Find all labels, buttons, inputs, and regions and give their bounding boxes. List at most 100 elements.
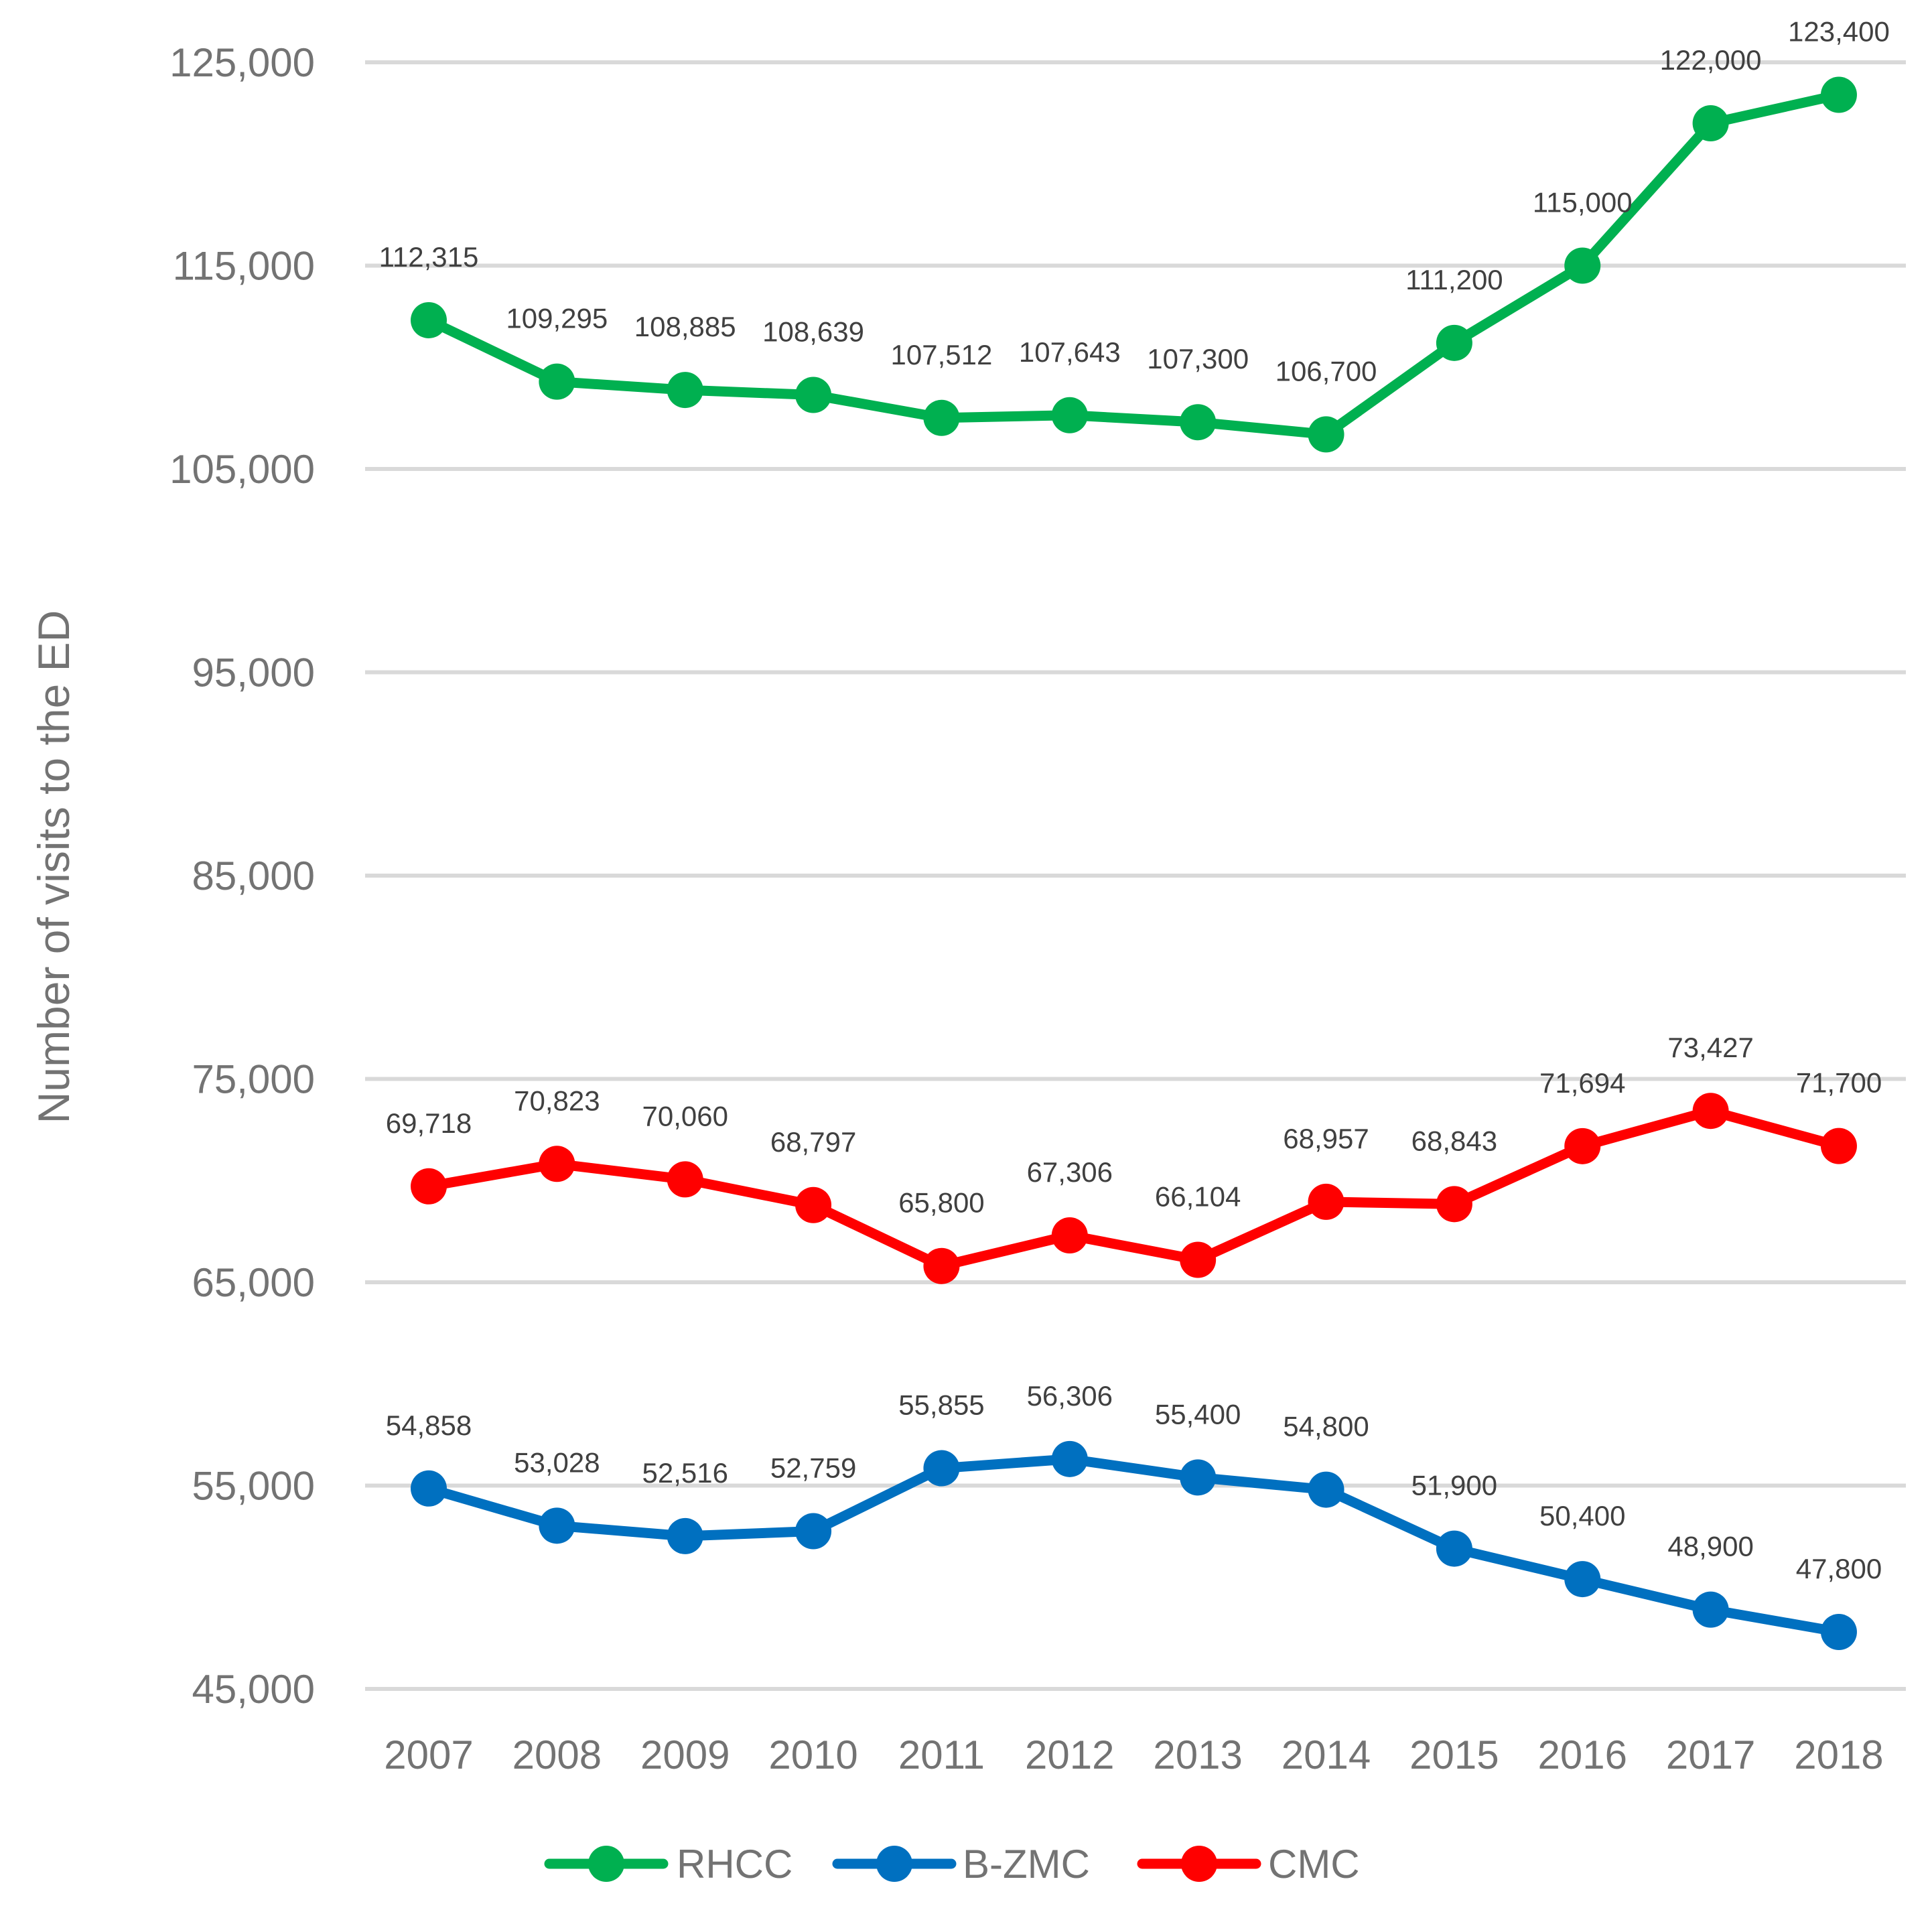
y-axis-ticks: 45,000 55,000 65,000 75,000 85,000 95,000 105,…: [169, 40, 315, 1712]
data-point: [923, 1450, 960, 1487]
data-label: 52,516: [642, 1457, 728, 1489]
y-tick-label: 95,000: [192, 651, 315, 695]
data-point: [1564, 1128, 1601, 1164]
data-point: [667, 1161, 703, 1198]
data-point: [1051, 1440, 1088, 1477]
legend-label: B-ZMC: [963, 1842, 1090, 1887]
data-label: 107,300: [1147, 343, 1249, 374]
data-label: 108,885: [634, 311, 736, 342]
data-label: 67,306: [1027, 1156, 1113, 1188]
legend-marker: [588, 1846, 624, 1882]
x-tick-label: 2017: [1666, 1732, 1755, 1777]
data-label: 68,797: [770, 1126, 856, 1158]
data-label: 68,843: [1411, 1125, 1497, 1156]
data-label: 52,759: [770, 1452, 856, 1484]
data-point: [1051, 397, 1088, 433]
legend: RHCC B-ZMC CMC: [544, 1842, 1360, 1887]
x-tick-label: 2012: [1025, 1732, 1114, 1777]
data-label: 69,718: [386, 1107, 472, 1139]
x-tick-label: 2016: [1537, 1732, 1627, 1777]
series-line: [423, 1105, 1844, 1272]
data-point: [539, 1146, 575, 1182]
gridlines: [365, 60, 1906, 1691]
data-point: [539, 363, 575, 400]
y-tick-label: 55,000: [192, 1464, 315, 1509]
data-label: 54,800: [1283, 1411, 1369, 1442]
data-point: [1564, 247, 1601, 284]
data-label: 51,900: [1411, 1470, 1497, 1501]
data-point: [539, 1507, 575, 1544]
series-cmc: [411, 1093, 1857, 1284]
data-point: [1436, 1186, 1472, 1223]
data-label: 108,639: [762, 316, 864, 348]
legend-marker: [876, 1846, 912, 1882]
x-tick-label: 2007: [384, 1732, 473, 1777]
data-label: 71,694: [1539, 1067, 1625, 1099]
data-label: 71,700: [1796, 1067, 1882, 1099]
data-label: 107,512: [891, 339, 993, 370]
data-label: 55,400: [1155, 1398, 1241, 1430]
x-tick-label: 2008: [512, 1732, 602, 1777]
x-tick-label: 2011: [898, 1732, 985, 1777]
data-point: [1692, 1591, 1729, 1628]
legend-item-b-zmc: B-ZMC: [832, 1842, 1090, 1887]
data-label: 68,957: [1283, 1123, 1369, 1154]
x-tick-label: 2009: [640, 1732, 730, 1777]
legend-item-rhcc: RHCC: [544, 1842, 792, 1887]
series-b-zmc: [411, 1440, 1857, 1651]
data-point: [1180, 1241, 1217, 1278]
y-tick-label: 45,000: [192, 1667, 315, 1712]
data-point: [923, 1247, 960, 1284]
data-label: 53,028: [514, 1446, 600, 1478]
data-point: [1180, 404, 1217, 441]
data-point: [795, 377, 832, 413]
data-label: 115,000: [1533, 187, 1633, 218]
data-label: 73,427: [1667, 1032, 1753, 1063]
x-tick-label: 2014: [1282, 1732, 1371, 1777]
data-label: 106,700: [1275, 355, 1377, 387]
data-point: [1436, 1530, 1472, 1567]
data-point: [1051, 1217, 1088, 1254]
data-label: 109,295: [506, 303, 608, 334]
data-point: [795, 1186, 832, 1223]
data-point: [667, 372, 703, 409]
data-point: [1692, 105, 1729, 142]
x-tick-label: 2015: [1409, 1732, 1499, 1777]
data-point: [923, 399, 960, 436]
data-point: [1820, 1128, 1857, 1164]
data-label: 123,400: [1788, 16, 1890, 48]
data-label: 70,060: [642, 1100, 728, 1132]
data-labels: 112,315 109,295 108,885 108,639 107,512 107,6…: [379, 16, 1890, 1584]
x-tick-label: 2018: [1794, 1732, 1883, 1777]
data-point: [1308, 1183, 1344, 1220]
data-label: 111,200: [1405, 264, 1503, 295]
y-tick-label: 105,000: [169, 447, 315, 492]
legend-label: RHCC: [677, 1842, 792, 1887]
data-label: 122,000: [1660, 44, 1762, 76]
y-tick-label: 75,000: [192, 1057, 315, 1102]
data-point: [1564, 1561, 1601, 1598]
data-point: [411, 301, 447, 338]
data-point: [1436, 324, 1472, 361]
data-label: 47,800: [1796, 1553, 1882, 1584]
data-point: [411, 1470, 447, 1507]
data-label: 112,315: [379, 241, 479, 273]
y-tick-label: 85,000: [192, 854, 315, 898]
x-tick-label: 2013: [1153, 1732, 1242, 1777]
data-point: [1692, 1093, 1729, 1130]
data-label: 48,900: [1667, 1531, 1753, 1562]
x-axis-ticks: 2007 2008 2009 2010 2011 2012 2013 2014 2015 2016…: [384, 1732, 1883, 1777]
y-tick-label: 115,000: [173, 244, 315, 289]
data-point: [1820, 76, 1857, 113]
legend-marker: [1181, 1846, 1217, 1882]
data-label: 66,104: [1155, 1180, 1241, 1212]
data-point: [411, 1168, 447, 1205]
data-point: [795, 1513, 832, 1550]
y-tick-label: 65,000: [192, 1260, 315, 1305]
data-point: [667, 1517, 703, 1554]
series-line: [423, 90, 1844, 439]
data-label: 107,643: [1019, 336, 1121, 368]
legend-item-cmc: CMC: [1137, 1842, 1360, 1887]
data-point: [1180, 1459, 1217, 1496]
